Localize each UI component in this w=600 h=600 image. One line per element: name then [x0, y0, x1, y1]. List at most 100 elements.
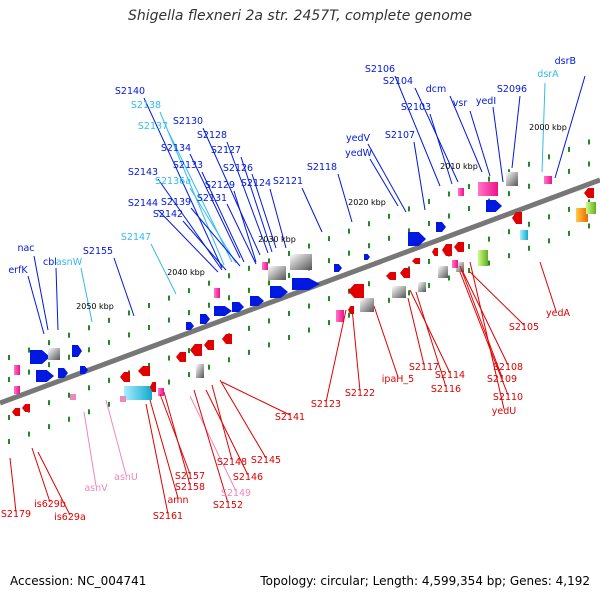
tick-mark — [488, 176, 490, 182]
tick-mark — [508, 229, 510, 235]
forward-gene-arrow — [408, 232, 426, 246]
label-leader-line — [233, 190, 257, 263]
tick-mark — [8, 439, 10, 445]
tick-mark — [448, 191, 450, 197]
tick-mark — [88, 347, 90, 353]
gene-label: S2108 — [493, 362, 523, 373]
tick-mark — [528, 161, 530, 167]
feature-block — [520, 230, 528, 240]
forward-gene-arrow — [364, 254, 370, 260]
gene-label: dsrB — [555, 56, 576, 67]
tick-mark — [48, 400, 50, 406]
tick-mark — [428, 282, 430, 288]
tick-mark — [368, 281, 370, 287]
gene-label: asnW — [56, 257, 83, 268]
feature-block — [48, 348, 60, 360]
reverse-gene-arrow — [22, 404, 30, 412]
tick-mark — [68, 416, 70, 422]
tick-mark — [88, 325, 90, 331]
genome-backbone — [0, 177, 600, 406]
tick-mark — [588, 199, 590, 205]
tick-mark — [568, 206, 570, 212]
label-leader-line — [541, 82, 546, 173]
tick-mark — [168, 295, 170, 301]
tick-mark — [348, 228, 350, 234]
tick-mark — [468, 244, 470, 250]
label-leader-line — [113, 257, 135, 317]
tick-mark — [188, 310, 190, 316]
tick-mark — [168, 379, 170, 385]
tick-mark — [108, 377, 110, 383]
label-leader-line — [226, 141, 269, 254]
reverse-gene-arrow — [176, 352, 186, 362]
feature-block — [14, 386, 20, 394]
tick-mark — [568, 146, 570, 152]
feature-block — [452, 260, 458, 268]
tick-mark — [328, 258, 330, 264]
kbp-scale-label: 2000 kbp — [529, 123, 567, 132]
gene-label: S2155 — [83, 246, 113, 257]
label-leader-line — [189, 187, 237, 264]
feature-block — [458, 188, 464, 196]
reverse-gene-arrow — [432, 248, 438, 256]
forward-gene-arrow — [200, 314, 210, 324]
tick-mark — [528, 245, 530, 251]
feature-block — [392, 286, 406, 298]
tick-mark — [548, 214, 550, 220]
tick-mark — [108, 401, 110, 407]
feature-block — [336, 310, 344, 322]
tick-mark — [88, 409, 90, 415]
tick-mark — [28, 347, 30, 353]
forward-gene-arrow — [334, 264, 342, 272]
gene-label: asnU — [114, 472, 138, 483]
gene-label: S2143 — [128, 167, 158, 178]
gene-label: S2121 — [273, 176, 303, 187]
label-leader-line — [469, 261, 505, 410]
tick-mark — [508, 169, 510, 175]
tick-mark — [328, 320, 330, 326]
label-leader-line — [190, 207, 241, 267]
reverse-gene-arrow — [348, 284, 364, 298]
gene-label: is629b — [34, 499, 66, 510]
tick-mark — [588, 161, 590, 167]
tick-mark — [28, 431, 30, 437]
feature-block — [214, 288, 220, 298]
gene-label: dsrA — [537, 69, 559, 80]
label-leader-line — [325, 309, 347, 403]
tick-mark — [248, 265, 250, 271]
label-leader-line — [413, 141, 426, 211]
tick-mark — [548, 238, 550, 244]
tick-mark — [308, 303, 310, 309]
gene-label: S2107 — [385, 130, 415, 141]
label-leader-line — [492, 106, 504, 183]
gene-label: S2134 — [161, 143, 191, 154]
tick-mark — [268, 318, 270, 324]
tick-mark — [248, 325, 250, 331]
label-leader-line — [105, 399, 127, 476]
label-leader-line — [511, 95, 521, 169]
feature-block — [360, 298, 374, 312]
gene-label: is629a — [54, 512, 86, 523]
tick-mark — [228, 295, 230, 301]
tick-mark — [268, 342, 270, 348]
gene-label: yedV — [346, 133, 370, 144]
label-leader-line — [189, 153, 241, 259]
tick-mark — [108, 317, 110, 323]
tick-mark — [208, 364, 210, 370]
gene-label: S2096 — [497, 84, 527, 95]
forward-gene-arrow — [30, 350, 50, 364]
label-leader-line — [157, 178, 223, 271]
label-leader-line — [189, 395, 237, 492]
label-leader-line — [554, 75, 586, 179]
gene-label: S2144 — [128, 198, 158, 209]
tick-mark — [288, 310, 290, 316]
feature-block — [418, 282, 426, 292]
tick-mark — [8, 377, 10, 383]
feature-block — [576, 208, 588, 222]
tick-mark — [408, 228, 410, 234]
feature-block — [268, 266, 286, 280]
tick-mark — [188, 288, 190, 294]
tick-mark — [228, 357, 230, 363]
